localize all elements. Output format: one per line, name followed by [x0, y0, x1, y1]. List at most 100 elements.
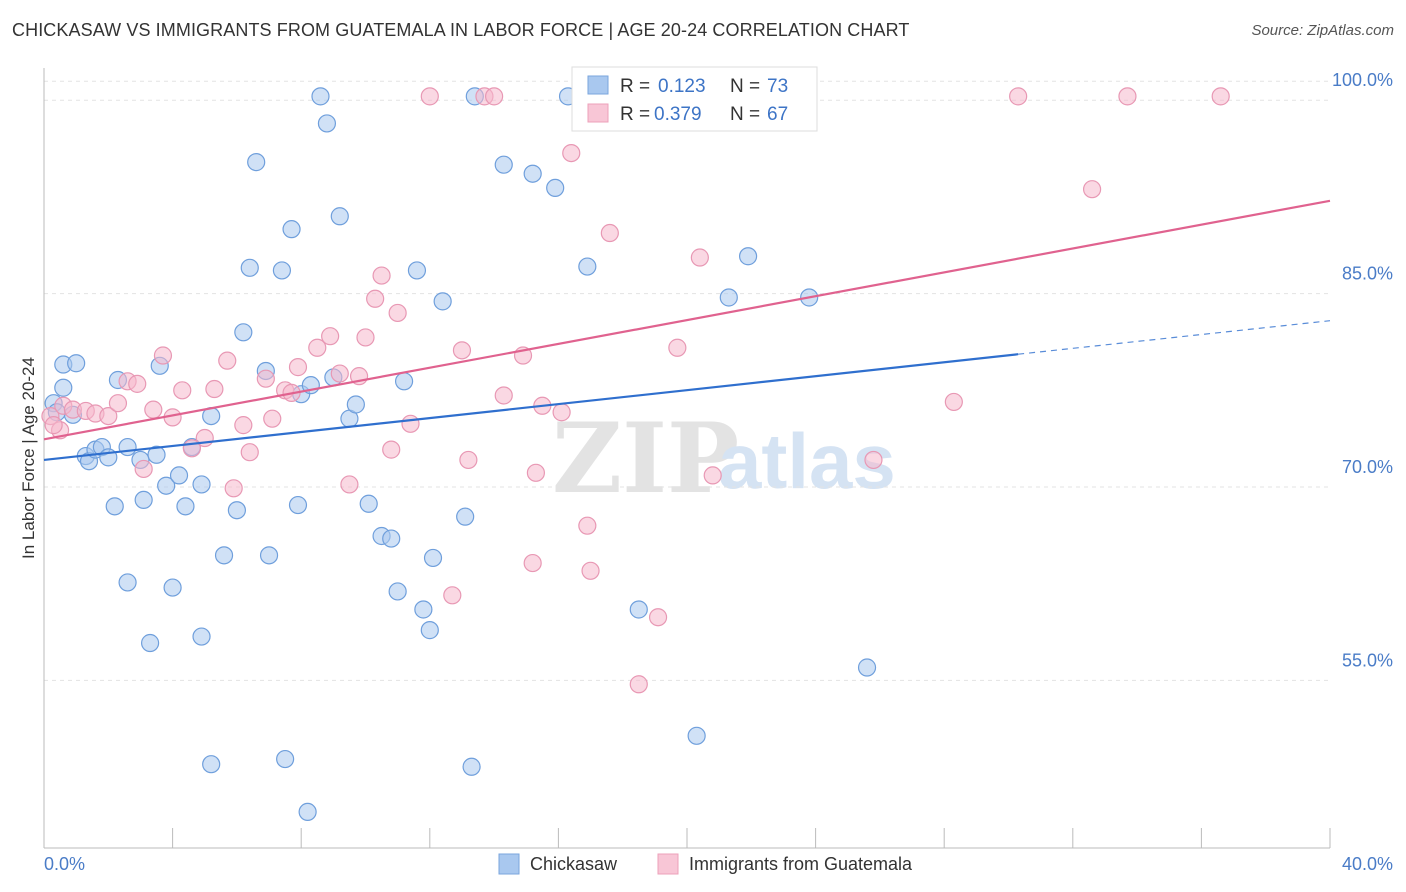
series-legend: Chickasaw Immigrants from Guatemala	[498, 853, 913, 875]
chickasaw-point	[420, 621, 439, 640]
guatemala-trend-line	[43, 199, 1331, 441]
chickasaw-point	[134, 490, 153, 510]
guatemala-point	[494, 386, 513, 405]
chickasaw-point	[118, 573, 137, 592]
x-ticks	[43, 828, 1331, 848]
guatemala-point	[944, 392, 963, 412]
guatemala-point	[562, 143, 581, 163]
guatemala-point	[256, 369, 275, 388]
guatemala-point	[340, 475, 359, 494]
guatemala-point	[629, 675, 648, 694]
legend-swatch-chickasaw	[587, 75, 609, 95]
guatemala-point	[578, 516, 597, 535]
y-tick-label: 70.0%	[1342, 457, 1393, 477]
chickasaw-point	[163, 578, 182, 597]
chickasaw-point	[456, 507, 475, 526]
chickasaw-point	[298, 802, 317, 822]
chickasaw-point	[272, 261, 292, 280]
chickasaw-point	[202, 755, 221, 774]
y-axis-title: In Labor Force | Age 20-24	[19, 357, 38, 559]
chickasaw-point	[147, 445, 166, 464]
chickasaw-point	[157, 476, 176, 495]
guatemala-point	[1082, 180, 1102, 199]
chickasaw-point	[719, 288, 738, 307]
chickasaw-point	[118, 437, 137, 457]
chickasaw-point	[54, 378, 73, 397]
guatemala-point	[581, 561, 600, 580]
guatemala-point	[108, 394, 128, 413]
guatemala-point	[173, 381, 192, 400]
y-tick-labels: 55.0% 70.0% 85.0% 100.0%	[1332, 70, 1393, 670]
chickasaw-trend-line	[43, 353, 1019, 462]
chickasaw-point	[247, 153, 266, 172]
chickasaw-point	[388, 582, 407, 601]
legend-n-label-guatemala: N =	[730, 104, 760, 125]
y-tick-label: 100.0%	[1332, 70, 1393, 90]
guatemala-point	[523, 553, 542, 573]
chickasaw-point	[140, 633, 160, 653]
guatemala-point	[128, 374, 147, 393]
guatemala-point	[388, 303, 407, 323]
guatemala-point	[44, 416, 63, 435]
guatemala-point	[308, 338, 327, 357]
chickasaw-point	[433, 292, 452, 311]
bottom-legend-swatch-chickasaw	[498, 853, 520, 875]
guatemala-point	[552, 403, 571, 422]
legend-n-value-chickasaw: 73	[767, 76, 788, 97]
guatemala-point	[263, 409, 282, 428]
guatemala-point	[134, 459, 153, 479]
chickasaw-point	[414, 600, 433, 619]
series-chickasaw-points	[44, 87, 877, 822]
guatemala-point	[452, 341, 472, 360]
guatemala-point	[366, 289, 385, 308]
chickasaw-point	[317, 114, 337, 133]
series-guatemala-points	[41, 87, 1230, 694]
y-tick-label: 85.0%	[1342, 264, 1393, 284]
chickasaw-point	[394, 372, 414, 391]
chickasaw-point	[282, 220, 301, 239]
bottom-legend-swatch-guatemala	[657, 853, 679, 875]
guatemala-point	[1009, 87, 1028, 106]
guatemala-point	[240, 443, 259, 462]
chickasaw-point	[288, 495, 308, 515]
x-tick-label-max: 40.0%	[1342, 854, 1393, 874]
guatemala-point	[1118, 87, 1137, 106]
chickasaw-point	[423, 548, 443, 568]
legend-n-label-chickasaw: N =	[730, 76, 760, 97]
chickasaw-point	[259, 546, 279, 565]
chickasaw-point	[346, 395, 365, 414]
guatemala-point	[420, 87, 439, 106]
chickasaw-point	[240, 258, 259, 277]
chickasaw-point	[105, 497, 124, 516]
chickasaw-point	[407, 261, 427, 280]
guatemala-point	[356, 328, 375, 347]
chickasaw-point	[523, 164, 542, 183]
chickasaw-point	[276, 749, 295, 769]
chickasaw-point	[687, 726, 706, 745]
chickasaw-point	[494, 155, 513, 174]
chickasaw-point	[169, 466, 189, 485]
legend-r-label-guatemala: R =	[620, 104, 650, 125]
chickasaw-point	[330, 207, 349, 226]
guatemala-point	[205, 379, 224, 399]
chickasaw-point	[214, 546, 234, 565]
guatemala-point	[668, 338, 687, 357]
guatemala-point	[224, 479, 243, 498]
chickasaw-point	[857, 658, 877, 677]
guatemala-point	[864, 450, 883, 470]
guatemala-point	[234, 416, 253, 435]
chickasaw-point	[629, 600, 648, 619]
chickasaw-point	[227, 501, 246, 520]
y-tick-label: 55.0%	[1342, 650, 1393, 670]
guatemala-point	[459, 450, 478, 470]
guatemala-point	[648, 608, 668, 627]
chickasaw-point	[67, 354, 86, 373]
chickasaw-point	[382, 529, 401, 548]
chickasaw-point	[234, 323, 253, 342]
chickasaw-point	[738, 247, 758, 266]
guatemala-point	[485, 87, 504, 106]
guatemala-point	[401, 414, 420, 433]
bottom-legend-label-guatemala: Immigrants from Guatemala	[689, 854, 913, 874]
guatemala-point	[690, 248, 709, 267]
